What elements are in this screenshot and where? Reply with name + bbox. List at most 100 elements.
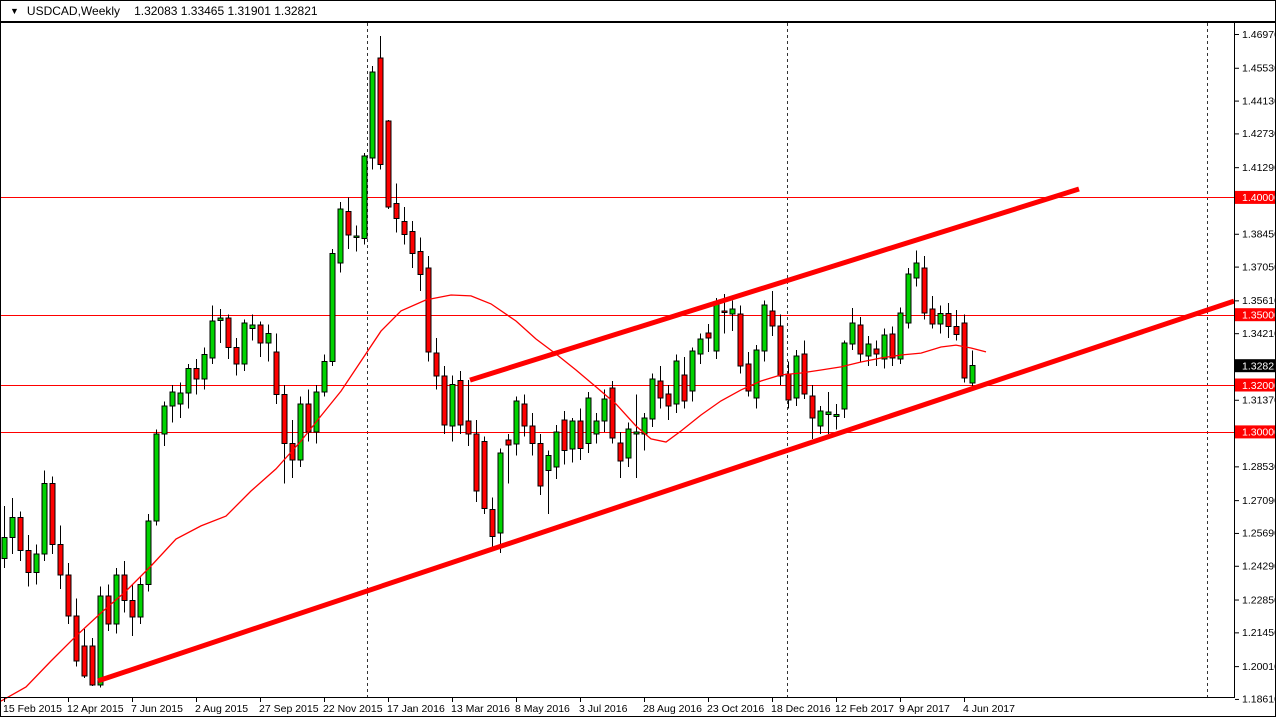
candle-body-bear [441,375,448,426]
chevron-down-icon[interactable]: ▼ [10,5,19,16]
candle-body-bear [745,363,752,392]
y-axis-label: 1.44130 [1242,95,1276,107]
candle-body-bull [697,338,704,355]
candle-body-bear [385,120,392,208]
trendline-lower[interactable] [97,298,1235,684]
candle-body-bear [737,313,744,367]
candle-body-bear [777,325,784,377]
candle-body-bull [321,361,328,393]
candle-body-bull [1,536,8,560]
candle-body-bull [513,400,520,445]
candle-body-bull [553,431,560,468]
candle-body-bull [353,235,360,238]
ohlc-values-label: 1.32083 1.33465 1.31901 1.32821 [134,4,318,18]
candle-body-bull [497,452,504,534]
candle-body-bear [377,57,384,166]
candle-body-bear [521,403,528,427]
candle-body-bear [857,324,864,355]
price-level-badge-bg [1235,190,1275,204]
y-axis-label: 1.38450 [1242,229,1276,241]
y-axis-label: 1.28530 [1242,461,1276,473]
current-price-badge: 1.32821 [1242,361,1276,373]
candle-body-bull [177,392,184,405]
x-axis-label: 12 Apr 2015 [67,703,124,715]
candle-body-bull [593,420,600,435]
candle-body-bear [537,443,544,487]
y-axis-label: 1.25690 [1242,528,1276,540]
candle-body-bear [929,308,936,325]
candle-body-bear [257,324,264,344]
candle-body-bull [185,368,192,394]
y-axis-label: 1.45530 [1242,63,1276,75]
candle-body-bull [337,208,344,264]
candle-body-bear [105,595,112,625]
candle-body-bull [153,433,160,522]
candle-body-bear [129,600,136,618]
candle-body-bear [89,645,96,686]
candle-body-bear [17,517,24,551]
y-axis-label: 1.31370 [1242,395,1276,407]
candle-body-bear [345,211,352,236]
symbol-period-label: USDCAD,Weekly [26,4,121,18]
candle-body-bear [921,267,928,314]
candle-body-bear [121,574,128,602]
candle-body-bull [313,391,320,433]
candle-body-bear [49,483,56,545]
candle-body-bull [369,71,376,159]
x-axis-label: 17 Jan 2016 [387,703,445,715]
candle-body-bear [409,230,416,254]
candle-body-bull [241,322,248,365]
candle-body-bull [361,155,368,240]
trendline-upper[interactable] [469,186,1080,383]
candle-body-bull [449,383,456,427]
candle-body-bull [41,483,48,555]
x-axis-label: 2 Aug 2015 [195,703,248,715]
candle-body-bull [249,324,256,330]
candle-body-bear [577,420,584,449]
candle-body-bear [945,313,952,327]
price-level-badge-bg [1235,425,1275,439]
candle-body-bull [649,378,656,420]
candle-body-bear [57,543,64,576]
candle-body-bear [433,352,440,377]
y-axis-label: 1.20010 [1242,661,1276,673]
candle-body-bear [233,347,240,365]
candle-body-bear [25,549,32,574]
candle-body-bear [281,393,288,445]
candle-body-bull [825,411,832,415]
candle-body-bear [873,348,880,355]
candle-body-bull [713,303,720,352]
candle-body-bear [809,395,816,419]
y-axis-label: 1.21450 [1242,627,1276,639]
candle-body-bear [457,379,464,426]
x-axis-label: 8 May 2016 [515,703,570,715]
candle-body-bull [969,365,976,384]
candle-body-bear [417,251,424,276]
price-level-badge-bg [1235,308,1275,322]
candle-body-bear [481,440,488,509]
candle-body-bull [97,595,104,686]
candle-body-bear [769,310,776,327]
x-axis-label: 28 Aug 2016 [643,703,702,715]
candle-body-bull [865,343,872,357]
candle-body-bull [209,320,216,359]
candle-body-bull [753,349,760,399]
x-axis-label: 4 Jun 2017 [963,703,1015,715]
candle-body-bull [137,583,144,618]
candle-body-bear [473,433,480,492]
moving-average-line[interactable] [1,294,987,702]
candle-body-bull [161,405,168,435]
price-level-badge: 1.30000 [1242,427,1276,439]
candle-body-bear [953,325,960,336]
candle-body-bull [793,355,800,399]
candle-body-bear [289,443,296,461]
candle-body-bear [785,373,792,401]
candle-body-bear [193,368,200,380]
candle-body-bear [505,439,512,446]
candle-body-bear [305,403,312,433]
candle-body-bear [961,322,968,379]
y-axis-label: 1.42730 [1242,128,1276,140]
x-axis-label: 13 Mar 2016 [451,703,510,715]
